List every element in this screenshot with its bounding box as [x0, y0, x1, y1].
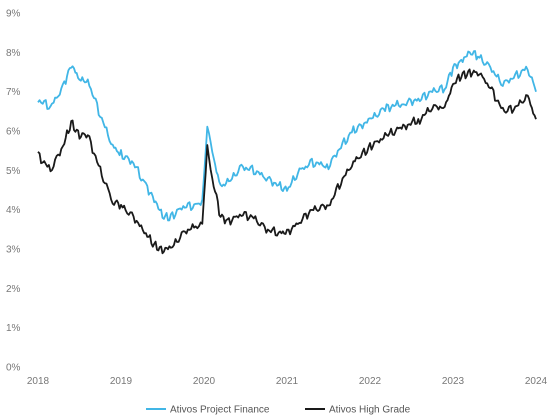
x-axis-ticks: 2018 2019 2020 2021 2022 2023 2024	[27, 376, 548, 387]
y-tick-label: 0%	[6, 363, 21, 374]
series-line-project-finance	[37, 50, 537, 222]
y-tick-label: 5%	[6, 166, 21, 177]
y-tick-label: 9%	[6, 9, 21, 20]
x-tick-label: 2018	[27, 376, 50, 387]
y-axis-ticks: 0% 1% 2% 3% 4% 5% 6% 7% 8% 9%	[6, 9, 21, 374]
y-tick-label: 8%	[6, 48, 21, 59]
x-tick-label: 2019	[110, 376, 133, 387]
x-tick-label: 2024	[525, 376, 548, 387]
x-tick-label: 2021	[276, 376, 299, 387]
series-lines	[37, 50, 537, 255]
x-tick-label: 2023	[442, 376, 465, 387]
y-tick-label: 3%	[6, 245, 21, 256]
legend-label: Ativos Project Finance	[170, 405, 270, 416]
y-tick-label: 2%	[6, 284, 21, 295]
y-tick-label: 1%	[6, 323, 21, 334]
y-tick-label: 7%	[6, 87, 21, 98]
x-tick-label: 2020	[193, 376, 216, 387]
x-tick-label: 2022	[359, 376, 382, 387]
y-tick-label: 4%	[6, 205, 21, 216]
series-line-high-grade	[37, 68, 537, 255]
legend: Ativos Project Finance Ativos High Grade	[146, 405, 411, 416]
legend-label: Ativos High Grade	[329, 405, 411, 416]
y-tick-label: 6%	[6, 127, 21, 138]
